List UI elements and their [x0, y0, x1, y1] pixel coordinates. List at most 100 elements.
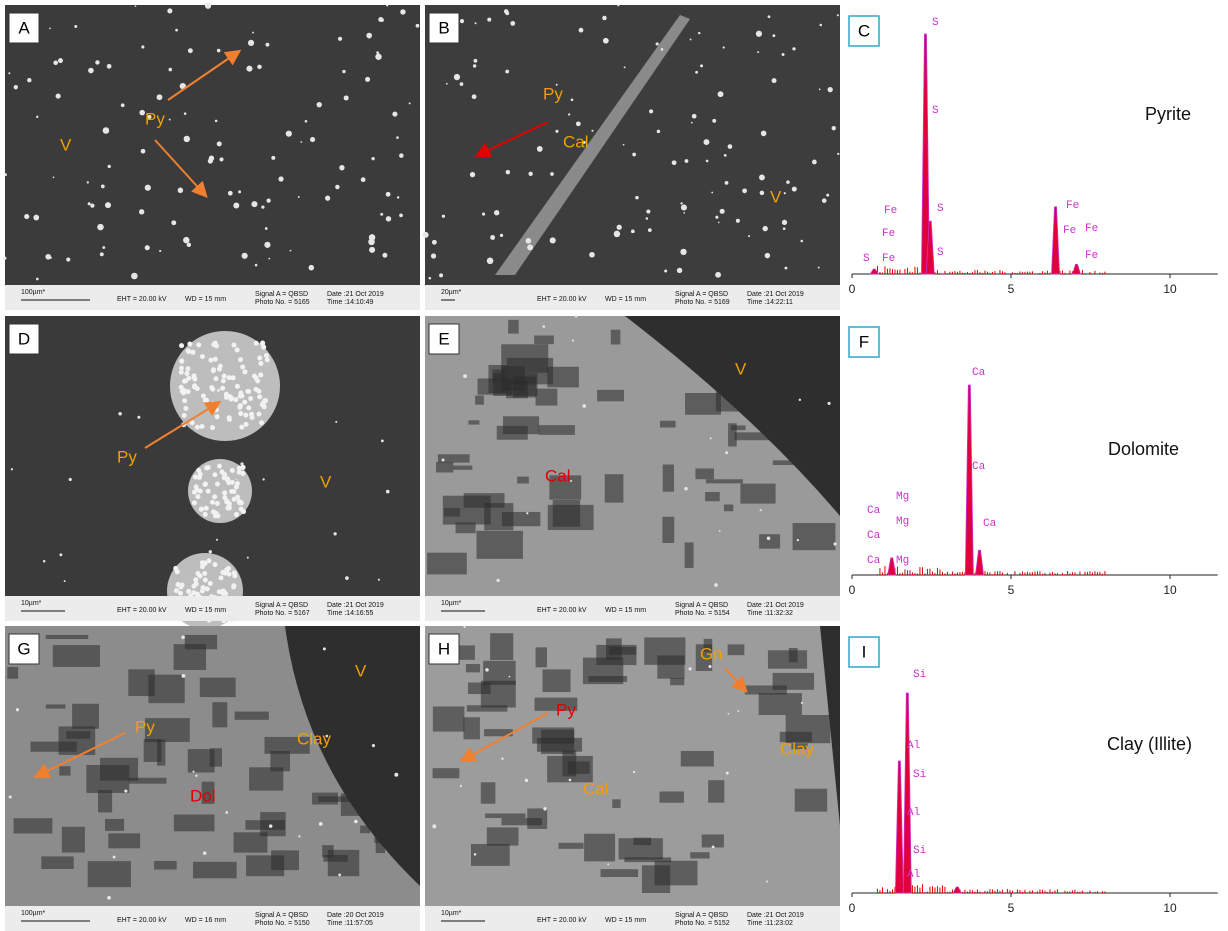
bright-grain — [759, 175, 765, 181]
bright-grain — [689, 667, 692, 670]
bright-grain — [137, 416, 140, 419]
bright-grain — [124, 789, 127, 792]
framboid — [212, 472, 217, 477]
texture-dark — [568, 761, 590, 773]
texture-dark — [433, 706, 465, 731]
framboid — [186, 589, 191, 594]
bright-grain — [446, 83, 448, 85]
framboid — [257, 356, 262, 361]
framboid — [203, 481, 208, 486]
mineral-name: Pyrite — [1145, 104, 1191, 124]
bright-grain — [526, 512, 528, 514]
bright-grain — [300, 141, 302, 143]
mineral-label: Gn — [700, 644, 723, 663]
bright-grain — [711, 192, 713, 194]
framboid — [222, 374, 227, 379]
framboid — [263, 398, 268, 403]
bright-grain — [474, 853, 477, 856]
texture-dark — [503, 416, 539, 434]
x-tick-label: 5 — [1008, 282, 1015, 296]
bright-grain — [487, 258, 494, 265]
panel-letter: G — [17, 639, 30, 658]
peak-label: Al — [907, 807, 920, 819]
bright-grain — [737, 710, 739, 712]
framboid — [238, 357, 243, 362]
texture-dark — [129, 778, 167, 784]
framboid — [182, 398, 187, 403]
texture-dark — [659, 791, 683, 802]
bright-grain — [325, 196, 330, 201]
scale-label: 100µm* — [21, 910, 46, 917]
framboid — [234, 512, 239, 517]
texture-dark — [708, 780, 724, 803]
sem-image: 10µm*EHT = 20.00 kVWD = 15 mmSignal A = … — [5, 316, 420, 629]
bright-grain — [550, 172, 554, 176]
framboid — [231, 375, 236, 380]
texture-dark — [322, 845, 333, 857]
bright-grain — [772, 78, 777, 83]
framboid — [215, 414, 220, 419]
bright-grain — [168, 68, 172, 72]
framboid — [257, 394, 262, 399]
bright-grain — [501, 758, 503, 760]
texture-dark — [584, 834, 615, 862]
bright-grain — [695, 71, 698, 74]
bright-grain — [685, 159, 689, 163]
bright-grain — [354, 820, 358, 824]
bright-grain — [572, 339, 574, 341]
bright-grain — [442, 459, 445, 462]
framboid — [179, 343, 184, 348]
bright-grain — [298, 196, 300, 198]
texture-dark — [681, 751, 714, 767]
texture-dark — [537, 738, 582, 752]
framboid — [195, 386, 200, 391]
bright-grain — [463, 374, 467, 378]
bright-grain — [820, 24, 823, 27]
panel-letter: D — [18, 329, 30, 348]
bright-grain — [826, 194, 829, 197]
bright-grain — [309, 265, 315, 271]
framboid — [190, 350, 195, 355]
bright-grain — [624, 66, 626, 68]
framboid — [204, 506, 209, 511]
bright-grain — [135, 5, 137, 7]
bright-grain — [14, 85, 18, 89]
sem-image: 100µm*EHT = 20.00 kVWD = 15 mmSignal A =… — [3, 3, 420, 310]
wd: WD = 15 mm — [605, 917, 646, 924]
bright-grain — [677, 268, 682, 273]
framboid — [231, 342, 236, 347]
framboid — [185, 366, 190, 371]
bright-grain — [550, 237, 556, 243]
bright-grain — [607, 863, 609, 865]
bright-grain — [706, 160, 709, 163]
framboid — [244, 422, 249, 427]
texture-dark — [72, 704, 99, 729]
bright-grain — [632, 153, 636, 157]
signal: Signal A = QBSD — [255, 912, 308, 919]
bright-grain — [700, 64, 703, 67]
bright-grain — [264, 242, 270, 248]
bright-grain — [631, 229, 635, 233]
framboid — [215, 481, 220, 486]
bright-grain — [64, 580, 66, 582]
framboid — [209, 385, 214, 390]
mineral-name: Clay (Illite) — [1107, 734, 1192, 754]
bright-grain — [712, 119, 716, 123]
wd: WD = 16 mm — [185, 917, 226, 924]
framboid — [211, 368, 216, 373]
bright-grain — [799, 399, 801, 401]
texture-dark — [193, 862, 237, 878]
framboid — [198, 574, 203, 579]
bright-grain — [36, 278, 39, 281]
framboid — [191, 584, 196, 589]
bright-grain — [400, 9, 405, 14]
bright-grain — [576, 121, 581, 126]
peak-label: Ca — [972, 367, 986, 379]
peak-label: Si — [913, 669, 927, 681]
peak-label: Si — [913, 845, 927, 857]
peak — [965, 385, 973, 575]
eht: EHT = 20.00 kV — [537, 296, 587, 303]
bright-grain — [195, 775, 197, 777]
bright-grain — [107, 896, 111, 900]
peak — [903, 693, 911, 893]
